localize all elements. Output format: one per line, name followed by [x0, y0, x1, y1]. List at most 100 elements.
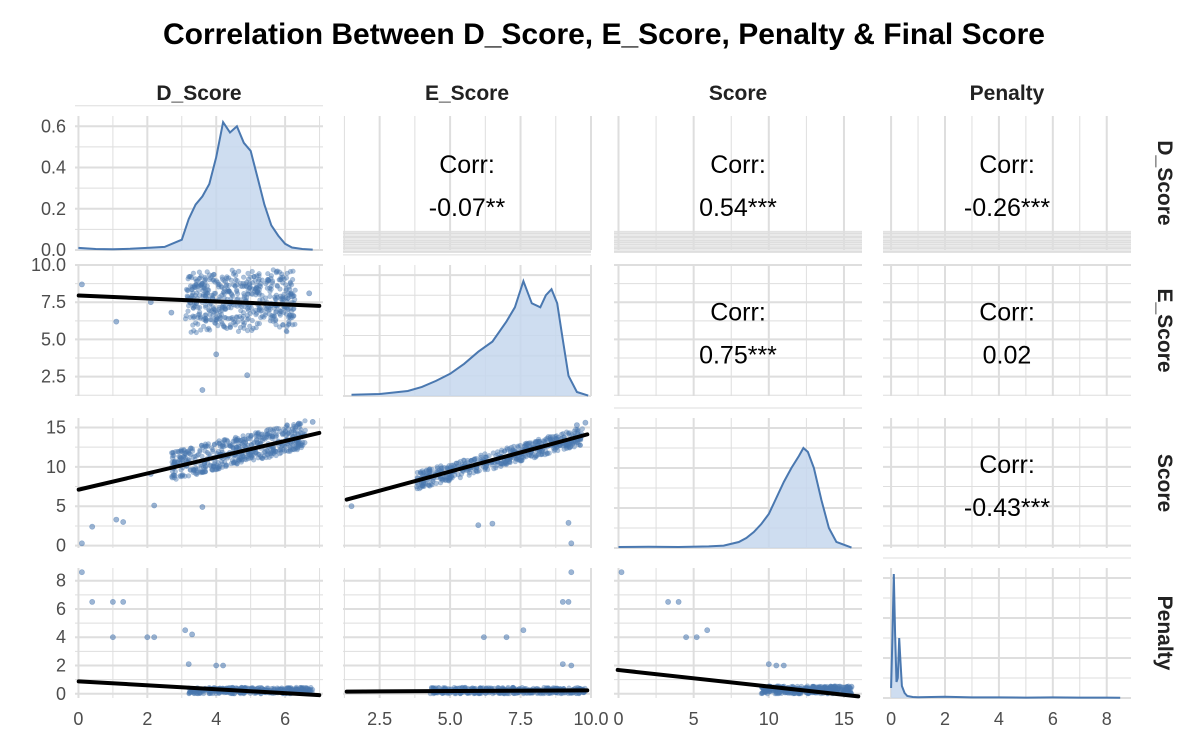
scatter-point-Score-D_Score — [229, 442, 235, 448]
scatter-point-E_Score-D_Score — [199, 280, 205, 287]
scatter-point-Score-D_Score — [280, 432, 286, 438]
scatter-point-Score-D_Score — [245, 442, 251, 448]
scatter-point-E_Score-D_Score — [232, 283, 238, 289]
scatter-point-E_Score-D_Score — [249, 280, 256, 286]
scatter-point-Score-D_Score — [267, 426, 273, 432]
scatter-point-E_Score-D_Score — [286, 321, 292, 327]
scatter-point-Score-D_Score — [281, 426, 287, 433]
scatter-point-E_Score-D_Score — [259, 313, 265, 319]
x-tick-label: 6 — [1048, 709, 1058, 729]
scatter-point-Score-D_Score — [199, 463, 205, 470]
scatter-point-Score-D_Score — [194, 471, 200, 478]
scatter-point-Score-D_Score — [286, 430, 292, 437]
scatter-point-Score-D_Score — [295, 445, 301, 451]
scatter-point-Score-D_Score — [298, 427, 304, 433]
scatter-point-Score-D_Score — [259, 434, 265, 440]
scatter-point-Score-D_Score — [234, 436, 240, 443]
scatter-point-Score-D_Score — [202, 463, 208, 470]
scatter-point-Score-D_Score — [199, 442, 205, 448]
scatter-point-E_Score-D_Score — [225, 316, 231, 322]
scatter-point-Score-D_Score — [236, 444, 242, 450]
scatter-point-Score-D_Score — [178, 455, 184, 461]
scatter-point-E_Score-D_Score — [253, 285, 260, 291]
scatter-point-E_Score-D_Score — [273, 296, 279, 303]
scatter-point-Score-E_Score — [473, 455, 479, 462]
scatter-point-E_Score-D_Score — [289, 282, 295, 288]
scatter-point-E_Score-D_Score — [217, 316, 223, 322]
scatter-point-Score-D_Score — [274, 433, 280, 439]
scatter-point-Score-D_Score — [302, 440, 308, 446]
scatter-point-Score-D_Score — [255, 429, 262, 436]
scatter-point-E_Score-D_Score — [213, 318, 219, 324]
scatter-point-Score-D_Score — [235, 457, 241, 463]
scatter-point-Score-D_Score — [182, 455, 189, 461]
scatter-point-Score-D_Score — [234, 461, 240, 467]
scatter-point-Penalty-D_Score — [303, 686, 309, 692]
scatter-point-Score-D_Score — [202, 469, 208, 475]
scatter-point-Score-D_Score — [227, 443, 233, 449]
scatter-point-Score-D_Score — [205, 441, 211, 447]
scatter-point-Score-D_Score — [291, 428, 297, 434]
scatter-point-Score-D_Score — [208, 463, 214, 469]
scatter-point-E_Score-D_Score — [235, 291, 241, 297]
y-tick-label: 0 — [56, 684, 66, 704]
scatter-point-E_Score-D_Score — [218, 319, 224, 325]
scatter-point-E_Score-D_Score — [208, 275, 214, 281]
scatter-point-E_Score-D_Score — [283, 295, 289, 301]
scatter-point-Score-D_Score — [223, 442, 229, 449]
scatter-point-Score-D_Score — [232, 436, 238, 442]
scatter-point-Score-D_Score — [179, 473, 186, 479]
scatter-point-Score-D_Score — [206, 451, 212, 457]
scatter-point-Score-D_Score — [181, 454, 187, 460]
x-tick-label: 2 — [142, 709, 152, 729]
scatter-point-E_Score-D_Score — [241, 320, 247, 326]
scatter-point-E_Score-D_Score — [276, 269, 283, 275]
scatter-point-E_Score-D_Score — [232, 322, 238, 328]
scatter-point-E_Score-D_Score — [203, 288, 209, 294]
scatter-point-E_Score-D_Score — [193, 290, 200, 296]
y-tick-label: 10.0 — [31, 255, 66, 275]
scatter-point-D_Score_vs_Score — [309, 418, 316, 425]
scatter-point-E_Score-D_Score — [238, 283, 244, 289]
scatter-point-E_Score-D_Score — [214, 310, 220, 316]
scatter-point-E_Score-D_Score — [234, 314, 240, 320]
scatter-point-E_Score-D_Score — [211, 271, 217, 278]
scatter-point-E_Score-D_Score — [262, 305, 268, 311]
scatter-point-Score-D_Score — [273, 431, 279, 437]
scatter-point-E_Score-D_Score — [273, 317, 279, 323]
scatter-point-Score-D_Score — [293, 445, 299, 452]
scatter-point-Score-D_Score — [266, 454, 272, 460]
scatter-point-Score-D_Score — [185, 448, 191, 455]
scatter-point-E_Score-D_Score — [203, 292, 209, 298]
scatter-point-Score-D_Score — [187, 467, 193, 473]
scatter-point-E_Score_vs_Penalty — [480, 634, 487, 641]
scatter-point-E_Score-D_Score — [277, 324, 283, 330]
scatter-point-E_Score-D_Score — [283, 287, 289, 294]
y-tick-label: 0.2 — [41, 199, 66, 219]
scatter-point-Score-D_Score — [169, 474, 175, 480]
scatter-point-E_Score-D_Score — [224, 288, 230, 294]
scatter-point-Score-D_Score — [264, 432, 270, 438]
scatter-point-E_Score-D_Score — [283, 311, 289, 317]
scatter-point-Score-D_Score — [278, 447, 284, 453]
row-label-E_Score: E_Score — [1153, 288, 1176, 372]
scatter-point-E_Score-D_Score — [202, 277, 208, 284]
scatter-point-Score-D_Score — [266, 434, 272, 440]
scatter-point-Score-D_Score — [276, 447, 283, 453]
scatter-point-E_Score-D_Score — [277, 312, 283, 318]
scatter-point-Score-D_Score — [281, 443, 287, 449]
scatter-point-E_Score-D_Score — [243, 283, 249, 289]
scatter-point-Score-D_Score — [245, 456, 251, 462]
corr-label-D_Score-E_Score: Corr: — [439, 151, 495, 179]
scatter-point-E_Score-D_Score — [200, 292, 206, 298]
scatter-point-Score_vs_Penalty — [765, 661, 772, 667]
scatter-point-D_Score_vs_E_Score — [306, 290, 313, 297]
scatter-point-Score-D_Score — [202, 448, 208, 454]
scatter-point-E_Score-D_Score — [193, 329, 199, 336]
scatter-point-Score-D_Score — [251, 440, 257, 447]
panel-grid-D_Score-Penalty — [883, 116, 1131, 253]
scatter-point-D_Score_vs_Penalty — [110, 634, 116, 641]
scatter-point-E_Score-D_Score — [209, 273, 215, 279]
scatter-point-E_Score-D_Score — [247, 280, 253, 286]
scatter-point-Score-D_Score — [217, 443, 223, 449]
